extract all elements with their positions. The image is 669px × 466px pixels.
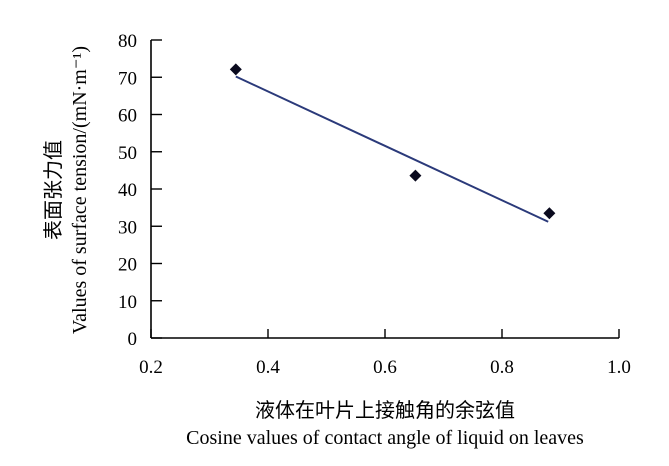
y-axis-label: Values of surface tension/(mN·m⁻¹)	[69, 46, 91, 334]
x-tick-label: 0.2	[139, 357, 163, 378]
y-tick-label: 20	[118, 255, 137, 276]
y-axis-label-cn: 表面张力值	[42, 140, 65, 240]
data-marks	[229, 63, 556, 223]
x-tick-label: 1.0	[607, 357, 631, 378]
data-point	[409, 169, 422, 182]
y-tick-label: 50	[118, 143, 137, 164]
data-point	[229, 63, 242, 76]
trendline	[235, 75, 549, 223]
x-tick-label: 0.8	[490, 357, 514, 378]
x-tick-label: 0.4	[256, 357, 280, 378]
y-tick-label: 70	[118, 68, 137, 89]
y-tick-label: 10	[118, 292, 137, 313]
y-tick-label: 40	[118, 180, 137, 201]
y-tick-label: 80	[118, 31, 137, 52]
x-axis-label: Cosine values of contact angle of liquid…	[186, 427, 584, 449]
y-tick-label: 0	[128, 329, 138, 350]
data-point	[543, 207, 556, 220]
x-tick-label: 0.6	[373, 357, 397, 378]
x-axis-label-cn: 液体在叶片上接触角的余弦值	[255, 399, 515, 422]
y-tick-label: 60	[118, 106, 137, 127]
axes: 0.2 0.4 0.6 0.8 1.0 0 10 20 30 40 50 60 70 80	[118, 31, 631, 378]
y-tick-label: 30	[118, 217, 137, 238]
